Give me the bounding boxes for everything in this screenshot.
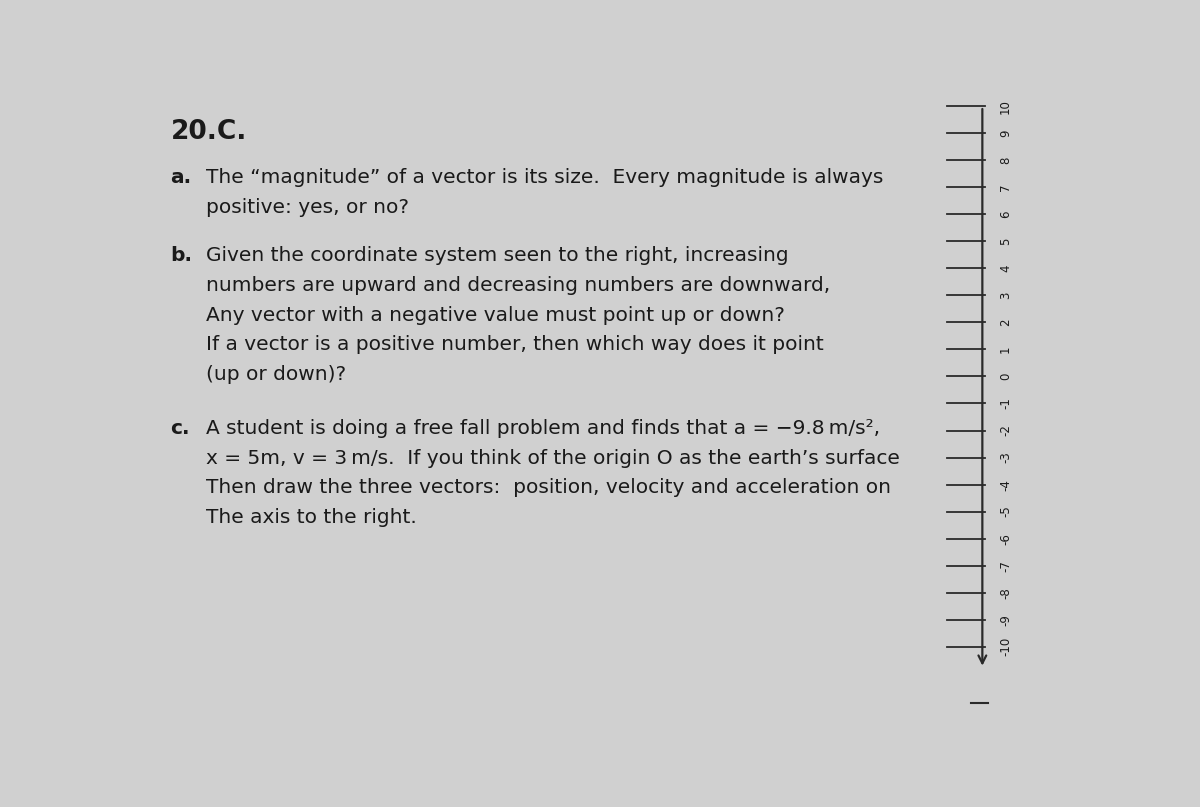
Text: a.: a.: [170, 169, 192, 187]
Text: -1: -1: [1000, 398, 1012, 409]
Text: -3: -3: [1000, 452, 1012, 463]
Text: -6: -6: [1000, 533, 1012, 545]
Text: 5: 5: [1000, 237, 1012, 245]
Text: The axis to the right.: The axis to the right.: [206, 508, 416, 527]
Text: x = 5m, v = 3 m/s.  If you think of the origin O as the earth’s surface: x = 5m, v = 3 m/s. If you think of the o…: [206, 449, 900, 468]
Text: 20.C.: 20.C.: [170, 119, 247, 144]
Text: b.: b.: [170, 246, 192, 265]
Text: 0: 0: [1000, 373, 1012, 380]
Text: -8: -8: [1000, 587, 1012, 599]
Text: 3: 3: [1000, 291, 1012, 299]
Text: 9: 9: [1000, 129, 1012, 137]
Text: numbers are upward and decreasing numbers are downward,: numbers are upward and decreasing number…: [206, 276, 830, 295]
Text: The “magnitude” of a vector is its size.  Every magnitude is always: The “magnitude” of a vector is its size.…: [206, 169, 883, 187]
Text: 4: 4: [1000, 265, 1012, 272]
Text: -10: -10: [1000, 638, 1012, 656]
Text: A student is doing a free fall problem and finds that a = −9.8 m/s²,: A student is doing a free fall problem a…: [206, 419, 880, 438]
Text: (up or down)?: (up or down)?: [206, 365, 346, 384]
Text: c.: c.: [170, 419, 190, 438]
Text: Given the coordinate system seen to the right, increasing: Given the coordinate system seen to the …: [206, 246, 788, 265]
Text: 8: 8: [1000, 157, 1012, 164]
Text: 1: 1: [1000, 345, 1012, 353]
Text: -9: -9: [1000, 614, 1012, 625]
Text: 10: 10: [1000, 98, 1012, 114]
Text: -4: -4: [1000, 479, 1012, 491]
Text: 7: 7: [1000, 183, 1012, 191]
Text: -7: -7: [1000, 560, 1012, 571]
Text: If a vector is a positive number, then which way does it point: If a vector is a positive number, then w…: [206, 336, 823, 354]
Text: 6: 6: [1000, 211, 1012, 218]
Text: Any vector with a negative value must point up or down?: Any vector with a negative value must po…: [206, 306, 785, 324]
Text: -5: -5: [1000, 506, 1012, 517]
Text: Then draw the three vectors:  position, velocity and acceleration on: Then draw the three vectors: position, v…: [206, 479, 890, 497]
Text: -2: -2: [1000, 424, 1012, 437]
Text: positive: yes, or no?: positive: yes, or no?: [206, 199, 409, 217]
Text: 2: 2: [1000, 319, 1012, 326]
